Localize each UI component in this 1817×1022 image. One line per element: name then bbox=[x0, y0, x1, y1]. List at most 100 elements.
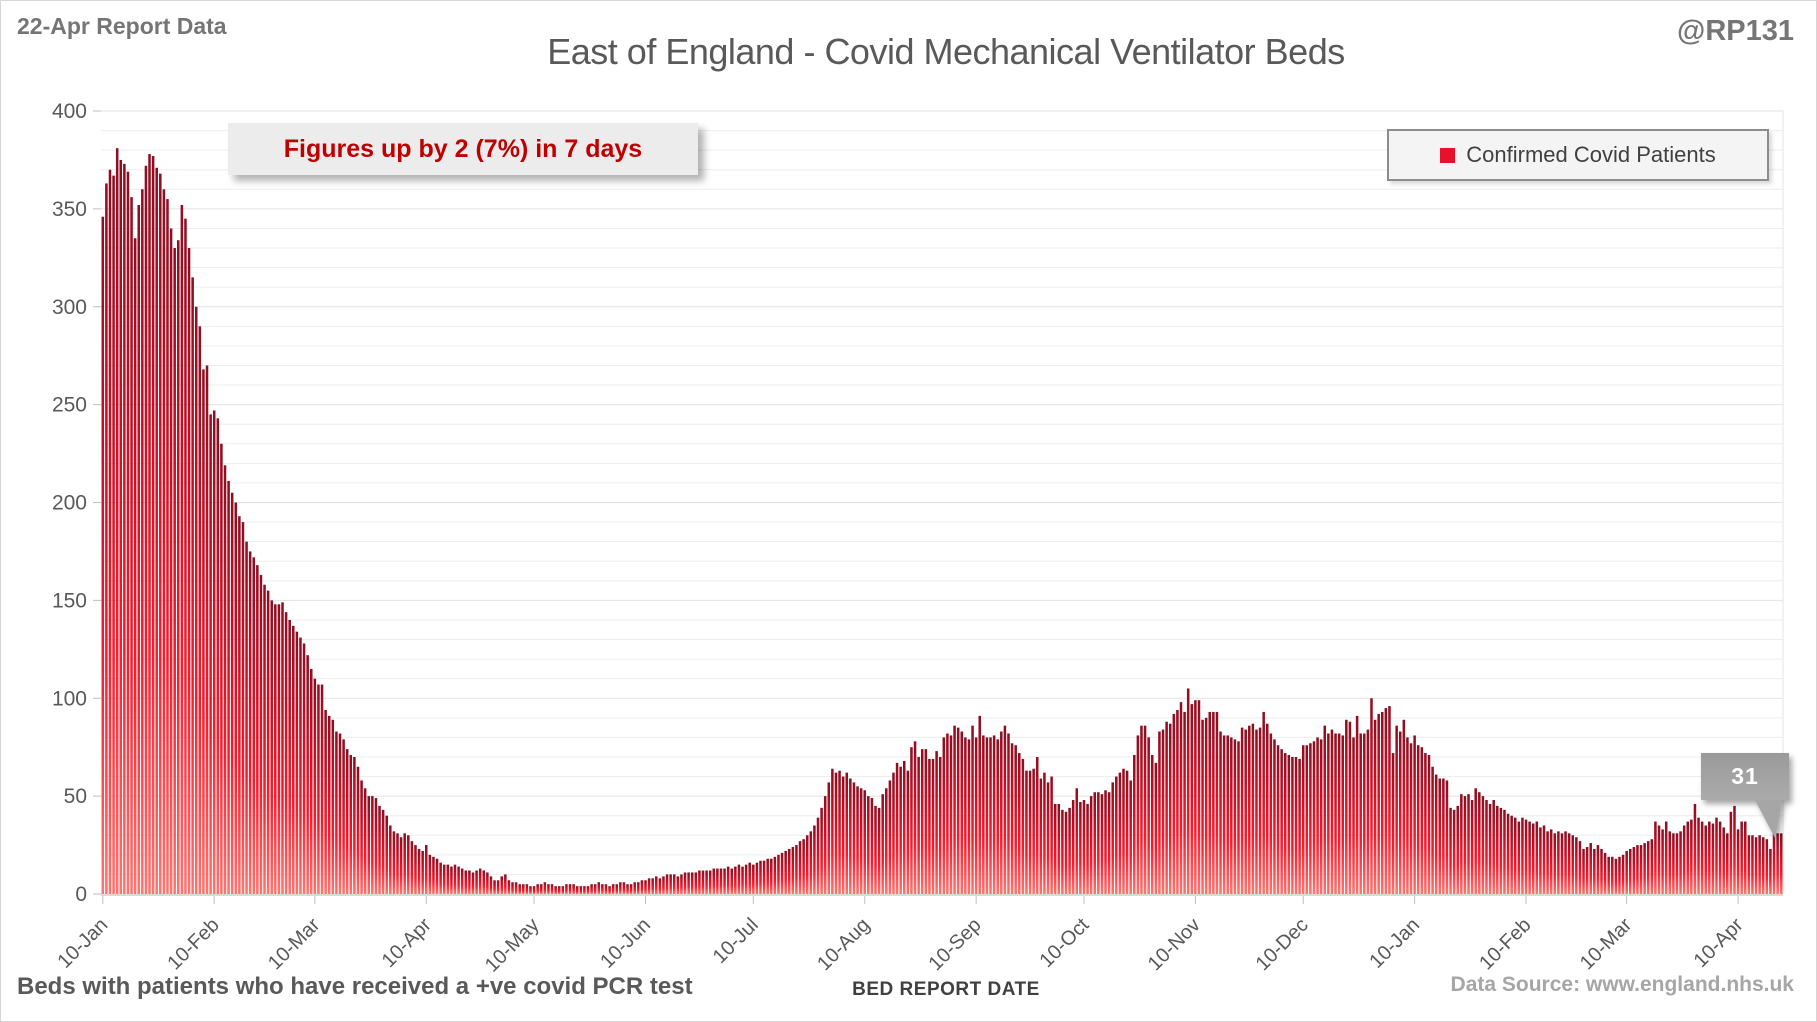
bar[interactable] bbox=[931, 758, 935, 894]
bar[interactable] bbox=[1057, 803, 1061, 895]
bar[interactable] bbox=[816, 817, 820, 894]
bar[interactable] bbox=[1776, 833, 1779, 894]
bar[interactable] bbox=[579, 886, 583, 894]
bar[interactable] bbox=[1632, 847, 1636, 894]
bar[interactable] bbox=[507, 880, 511, 894]
bar[interactable] bbox=[1488, 803, 1492, 895]
bar[interactable] bbox=[935, 751, 938, 894]
bar[interactable] bbox=[1424, 753, 1427, 894]
bar[interactable] bbox=[1337, 733, 1341, 895]
bar[interactable] bbox=[863, 790, 866, 894]
bar[interactable] bbox=[1107, 792, 1111, 894]
bar[interactable] bbox=[967, 739, 971, 894]
bar[interactable] bbox=[295, 631, 299, 894]
bar[interactable] bbox=[345, 749, 349, 894]
bar[interactable] bbox=[1528, 821, 1531, 894]
bar[interactable] bbox=[791, 847, 795, 894]
bar[interactable] bbox=[446, 864, 450, 894]
bar[interactable] bbox=[1068, 807, 1071, 894]
bar[interactable] bbox=[572, 884, 575, 894]
bar[interactable] bbox=[730, 868, 734, 894]
bar[interactable] bbox=[1118, 772, 1122, 894]
bar[interactable] bbox=[1442, 778, 1445, 894]
bar[interactable] bbox=[396, 833, 399, 894]
bar[interactable] bbox=[241, 522, 245, 895]
bar[interactable] bbox=[708, 870, 712, 894]
bar[interactable] bbox=[504, 874, 507, 894]
bar[interactable] bbox=[1007, 733, 1010, 895]
bar[interactable] bbox=[1557, 831, 1560, 894]
bar[interactable] bbox=[1035, 756, 1039, 895]
bar[interactable] bbox=[1765, 839, 1769, 894]
bar[interactable] bbox=[1499, 807, 1503, 894]
bar[interactable] bbox=[277, 604, 281, 894]
bar[interactable] bbox=[256, 565, 259, 894]
bar[interactable] bbox=[309, 668, 313, 894]
bar[interactable] bbox=[173, 248, 176, 894]
bar[interactable] bbox=[795, 845, 798, 894]
bar[interactable] bbox=[1747, 835, 1751, 894]
bar[interactable] bbox=[209, 414, 212, 894]
bar[interactable] bbox=[1018, 753, 1021, 894]
bar[interactable] bbox=[723, 868, 726, 894]
bar[interactable] bbox=[1309, 743, 1312, 894]
bar[interactable] bbox=[1071, 800, 1075, 894]
bar[interactable] bbox=[665, 874, 669, 894]
bar[interactable] bbox=[1079, 802, 1082, 894]
bar[interactable] bbox=[601, 884, 604, 894]
bar[interactable] bbox=[320, 684, 324, 894]
bar[interactable] bbox=[1258, 727, 1262, 894]
bar[interactable] bbox=[1779, 833, 1783, 894]
bar[interactable] bbox=[755, 862, 759, 894]
bar[interactable] bbox=[1248, 725, 1251, 894]
bar[interactable] bbox=[971, 725, 974, 894]
bar[interactable] bbox=[622, 882, 626, 894]
bar[interactable] bbox=[414, 845, 417, 894]
bar[interactable] bbox=[1125, 770, 1129, 894]
bar[interactable] bbox=[1208, 711, 1212, 894]
bar[interactable] bbox=[917, 756, 920, 895]
bar[interactable] bbox=[978, 715, 981, 894]
bar[interactable] bbox=[119, 159, 123, 894]
bar[interactable] bbox=[1003, 725, 1007, 894]
bar[interactable] bbox=[748, 862, 751, 894]
bar[interactable] bbox=[475, 870, 478, 894]
bar[interactable] bbox=[813, 825, 816, 894]
bar[interactable] bbox=[1194, 700, 1197, 894]
bar[interactable] bbox=[568, 884, 572, 894]
bar[interactable] bbox=[1319, 739, 1323, 894]
bar[interactable] bbox=[1075, 788, 1079, 894]
bar[interactable] bbox=[1416, 745, 1420, 894]
bar[interactable] bbox=[496, 880, 500, 894]
bar[interactable] bbox=[1122, 768, 1125, 894]
bar[interactable] bbox=[953, 725, 956, 894]
bar[interactable] bbox=[712, 868, 716, 894]
bar[interactable] bbox=[1470, 800, 1474, 894]
bar[interactable] bbox=[820, 807, 823, 894]
bar[interactable] bbox=[230, 492, 234, 894]
bar[interactable] bbox=[1237, 741, 1240, 895]
bar[interactable] bbox=[385, 815, 388, 894]
bar[interactable] bbox=[1607, 856, 1610, 894]
bar[interactable] bbox=[928, 758, 931, 894]
bar[interactable] bbox=[1176, 710, 1179, 894]
bar[interactable] bbox=[1352, 737, 1355, 894]
bar[interactable] bbox=[410, 841, 414, 894]
bar[interactable] bbox=[518, 884, 521, 894]
bar[interactable] bbox=[1675, 833, 1679, 894]
bar[interactable] bbox=[662, 876, 665, 894]
bar[interactable] bbox=[870, 798, 874, 894]
bar[interactable] bbox=[1510, 815, 1513, 894]
bar[interactable] bbox=[1345, 719, 1348, 894]
bar[interactable] bbox=[672, 874, 676, 894]
bar[interactable] bbox=[453, 864, 457, 894]
bar[interactable] bbox=[1629, 848, 1632, 894]
bar[interactable] bbox=[1718, 821, 1722, 894]
bar[interactable] bbox=[1273, 739, 1276, 894]
bar[interactable] bbox=[1053, 803, 1057, 895]
bar[interactable] bbox=[514, 882, 518, 894]
bar[interactable] bbox=[1445, 780, 1449, 894]
bar[interactable] bbox=[374, 798, 378, 894]
bar[interactable] bbox=[1226, 735, 1229, 894]
bar[interactable] bbox=[683, 872, 687, 894]
